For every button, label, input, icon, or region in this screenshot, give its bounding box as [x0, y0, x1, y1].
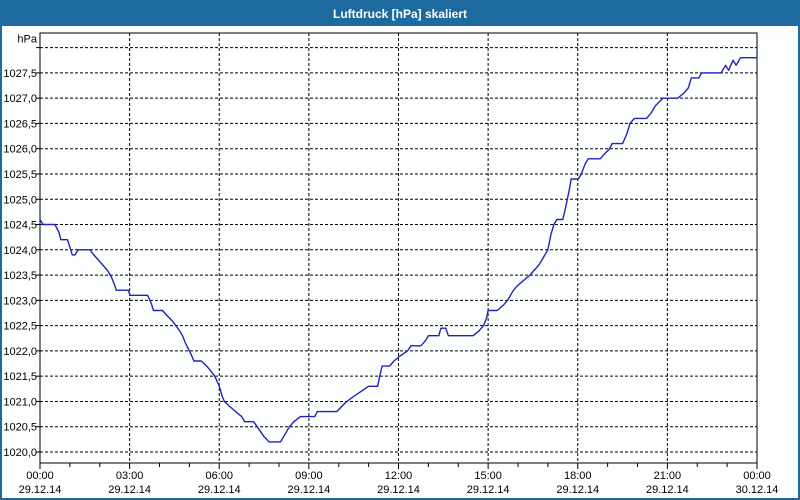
x-tick-date-label: 29.12.14 — [646, 484, 689, 496]
x-tick-time-label: 09:00 — [295, 470, 323, 482]
chart-container: 1020,0 1020,5 1021,0 1021,5 1022,0 1022,5 1023… — [2, 26, 798, 498]
x-tick-date-label: 29.12.14 — [19, 484, 62, 496]
x-tick-date-label: 29.12.14 — [556, 484, 599, 496]
y-tick-label: 1025,5 — [3, 169, 37, 181]
y-tick-label: 1026,0 — [3, 144, 37, 156]
x-tick-date-label: 29.12.14 — [108, 484, 151, 496]
y-tick-label: 1021,5 — [3, 371, 37, 383]
x-tick-time-label: 03:00 — [116, 470, 144, 482]
x-tick-date-label: 29.12.14 — [377, 484, 420, 496]
y-tick-label: 1024,0 — [3, 245, 37, 257]
y-tick-label: 1022,5 — [3, 321, 37, 333]
x-tick-time-label: 21:00 — [654, 470, 682, 482]
y-tick-label: 1025,0 — [3, 194, 37, 206]
x-tick-time-label: 12:00 — [385, 470, 413, 482]
x-tick-date-label: 29.12.14 — [198, 484, 241, 496]
y-tick-label: 1023,0 — [3, 295, 37, 307]
y-tick-label: 1024,5 — [3, 220, 37, 232]
gridlines — [40, 33, 757, 463]
pressure-line-chart: 1020,0 1020,5 1021,0 1021,5 1022,0 1022,5 1023… — [3, 32, 778, 496]
x-tick-time-label: 06:00 — [205, 470, 233, 482]
y-tick-label: 1027,0 — [3, 93, 37, 105]
x-tick-date-label: 30.12.14 — [736, 484, 779, 496]
axis-ticks — [36, 47, 758, 469]
y-tick-label: 1020,5 — [3, 422, 37, 434]
y-tick-label: 1020,0 — [3, 447, 37, 459]
x-tick-date-label: 29.12.14 — [467, 484, 510, 496]
x-tick-time-label: 00:00 — [26, 470, 54, 482]
y-tick-label: 1027,5 — [3, 68, 37, 80]
y-tick-label: 1023,5 — [3, 270, 37, 282]
x-tick-time-label: 00:00 — [743, 470, 771, 482]
axis-labels: 1020,0 1020,5 1021,0 1021,5 1022,0 1022,5 1023… — [3, 34, 778, 496]
plot-frame — [39, 32, 758, 464]
window-titlebar[interactable]: Luftdruck [hPa] skaliert — [2, 2, 798, 26]
pressure-line — [39, 57, 758, 443]
x-tick-time-label: 15:00 — [474, 470, 502, 482]
y-axis-unit-label: hPa — [17, 34, 37, 46]
y-tick-label: 1022,0 — [3, 346, 37, 358]
y-tick-label: 1021,0 — [3, 396, 37, 408]
x-tick-time-label: 18:00 — [564, 470, 592, 482]
y-tick-label: 1026,5 — [3, 118, 37, 130]
window-title: Luftdruck [hPa] skaliert — [332, 7, 468, 21]
x-tick-date-label: 29.12.14 — [287, 484, 330, 496]
